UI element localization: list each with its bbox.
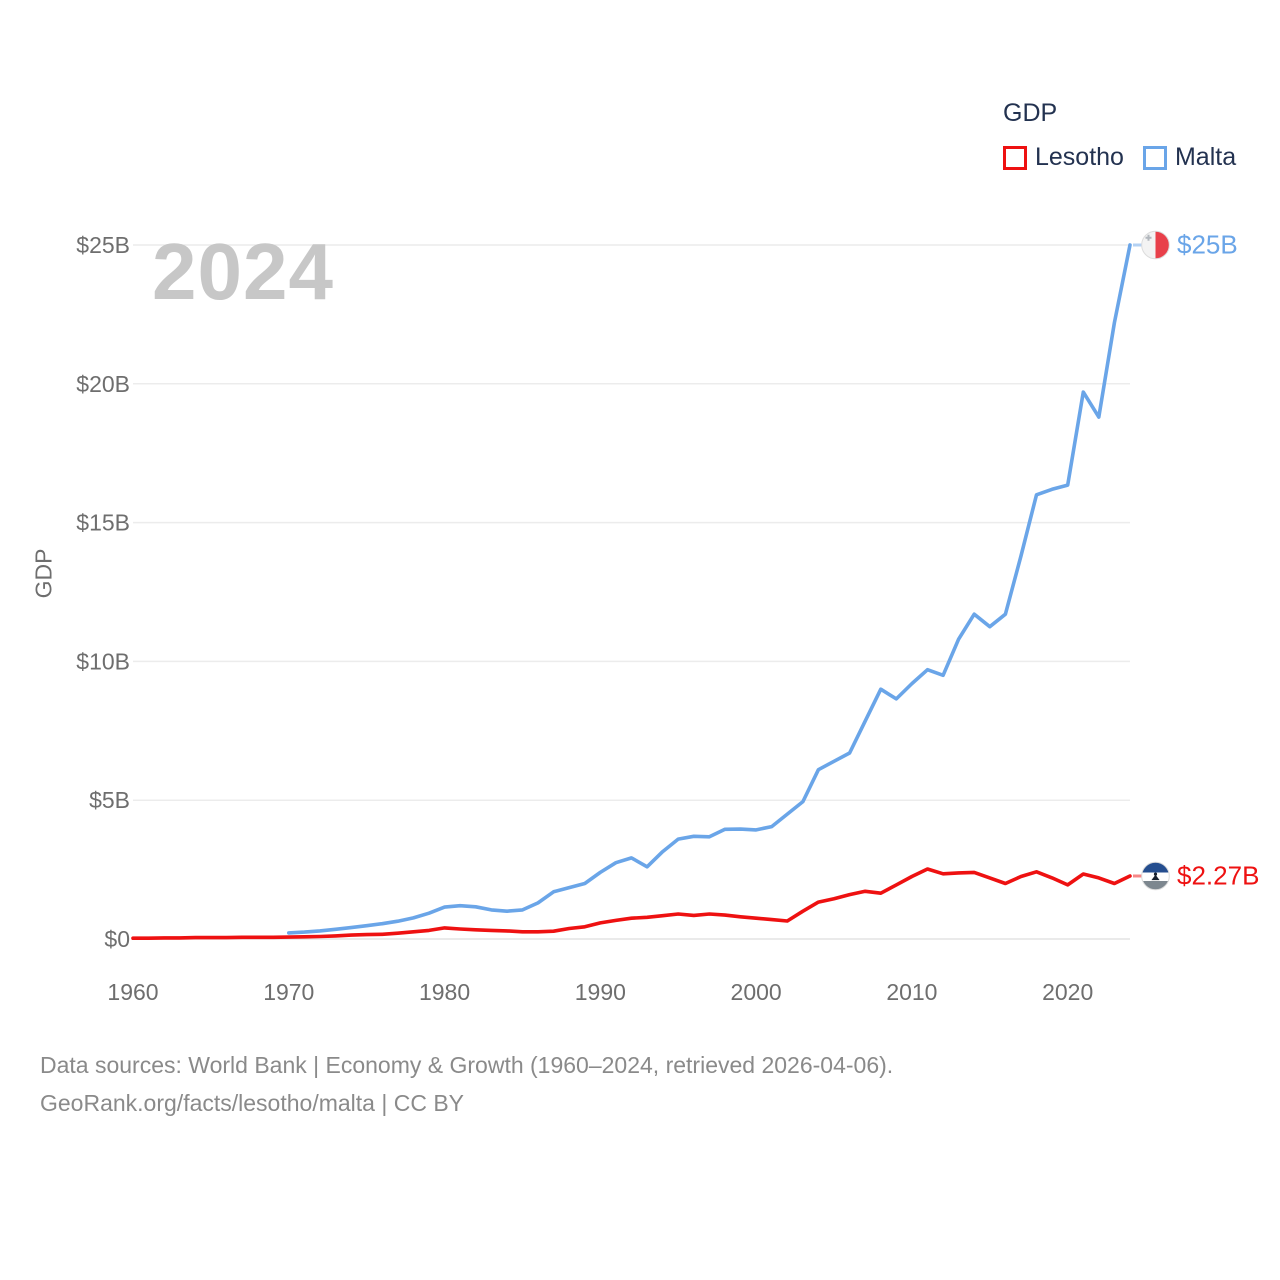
series-line-lesotho — [131, 867, 1132, 941]
legend-item-malta[interactable]: Malta — [1142, 143, 1237, 172]
x-tick-label: 2010 — [886, 979, 937, 1005]
series-line-malta — [286, 243, 1132, 935]
y-tick-label: $15B — [76, 510, 130, 536]
y-tick-label: $20B — [76, 371, 130, 397]
legend: GDP Lesotho Malta — [1003, 99, 1236, 172]
y-axis-title: GDP — [30, 548, 57, 599]
y-tick-label: $0 — [104, 926, 130, 952]
x-tick-label: 2020 — [1042, 979, 1093, 1005]
y-tick-label: $5B — [89, 787, 130, 813]
footer: Data sources: World Bank | Economy & Gro… — [40, 1046, 893, 1122]
footer-attribution: GeoRank.org/facts/lesotho/malta | CC BY — [40, 1090, 464, 1116]
lesotho-color-swatch — [1003, 145, 1027, 170]
malta-end-label: $25B — [1141, 230, 1238, 261]
x-tick-label: 2000 — [731, 979, 782, 1005]
malta-color-swatch — [1142, 145, 1167, 170]
legend-item-lesotho[interactable]: Lesotho — [1003, 143, 1124, 172]
x-tick-label: 1990 — [575, 979, 626, 1005]
x-tick-label: 1970 — [263, 979, 314, 1005]
legend-items: Lesotho Malta — [1003, 143, 1236, 172]
y-tick-label: $25B — [76, 232, 130, 258]
malta-flag-icon — [1141, 230, 1170, 260]
legend-title: GDP — [1003, 99, 1058, 127]
lesotho-end-value: $2.27B — [1177, 860, 1260, 891]
y-tick-label: $10B — [76, 648, 130, 674]
year-watermark: 2024 — [152, 227, 334, 316]
legend-item-label: Malta — [1174, 143, 1237, 171]
x-tick-label: 1960 — [107, 979, 158, 1005]
footer-sources: Data sources: World Bank | Economy & Gro… — [40, 1052, 894, 1078]
lesotho-flag-icon — [1141, 861, 1170, 891]
malta-end-value: $25B — [1177, 229, 1238, 260]
legend-item-label: Lesotho — [1035, 143, 1124, 171]
x-tick-label: 1980 — [419, 979, 470, 1005]
lesotho-end-label: $2.27B — [1141, 860, 1259, 891]
